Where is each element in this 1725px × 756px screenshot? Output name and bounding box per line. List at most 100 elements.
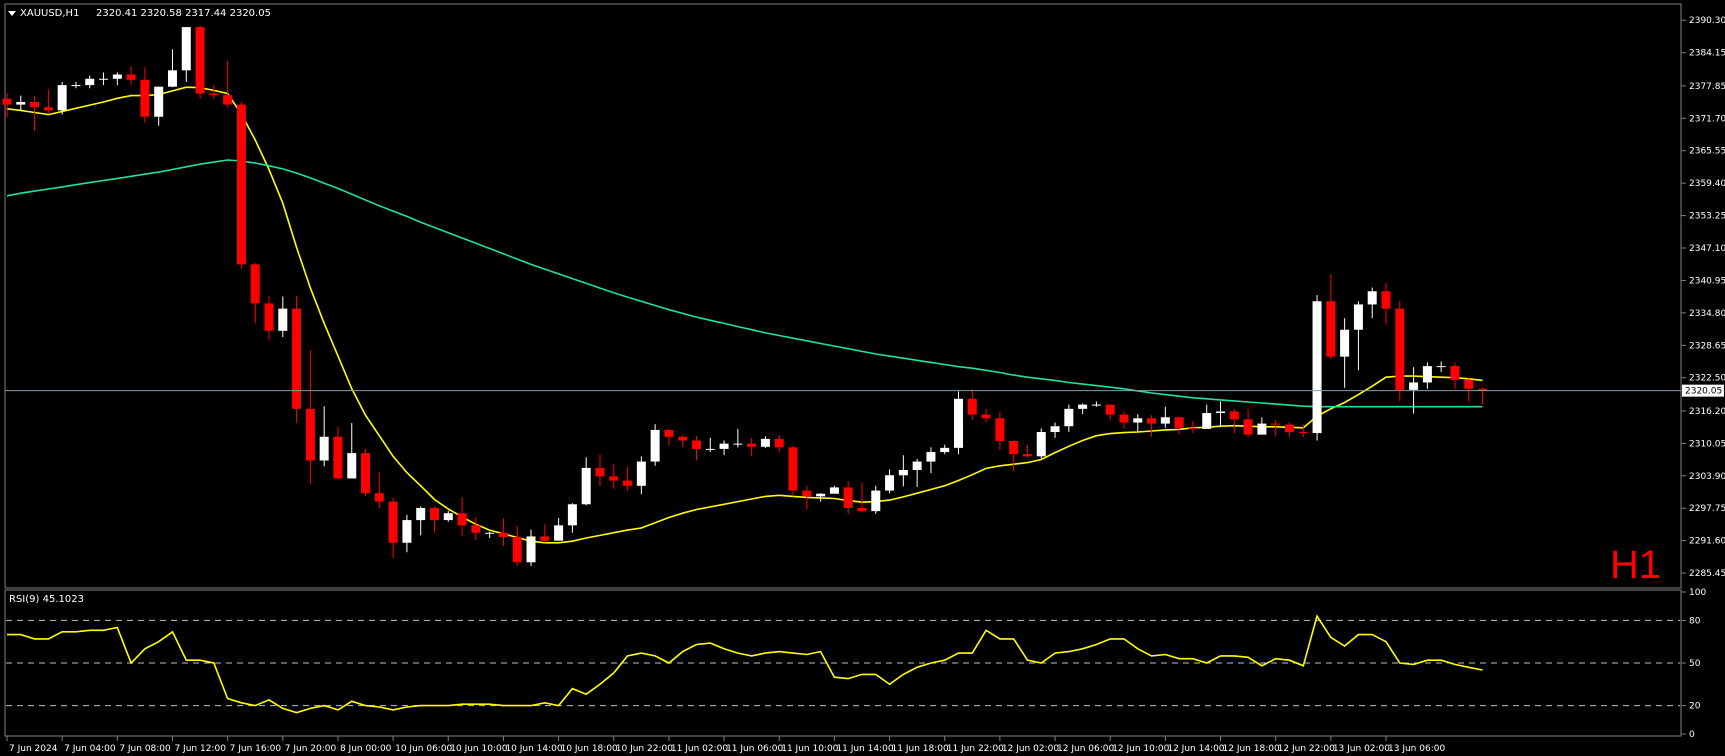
time-tick-label: 11 Jun 14:00 [836,744,893,754]
candle-body [278,308,288,331]
candle-body [1478,388,1488,391]
time-tick-label: 12 Jun 02:00 [1002,744,1059,754]
price-tick-label: 2359.40 [1689,179,1725,189]
candle-body [498,532,508,537]
bear-candle [1381,283,1391,325]
candle-body [85,78,95,86]
candle-body [1422,366,1432,383]
candle-body [250,264,260,304]
candle-body [926,452,936,462]
bear-candle [374,472,384,508]
candle-body [126,74,136,80]
candle-body [319,436,329,461]
candle-body [843,487,853,508]
candle-body [1091,404,1101,406]
candle-body [333,436,343,479]
candle-body [760,438,770,447]
bull-candle [940,444,950,455]
bull-candle [1257,417,1267,435]
bull-candle [954,391,964,455]
bear-candle [1119,411,1129,429]
bull-candle [347,423,357,479]
moving-averages [6,86,1483,544]
candle-body [1216,411,1226,414]
candle-body [402,520,412,543]
time-tick-label: 7 Jun 2024 [9,744,58,754]
bear-candle [388,497,398,559]
bear-candle [981,408,991,423]
candle-body [871,490,881,512]
time-tick-label: 11 Jun 02:00 [671,744,728,754]
bull-candle [485,531,495,539]
bull-candle [1436,361,1446,372]
bull-candle [1036,428,1046,459]
candle-body [829,487,839,494]
candle-body [719,443,729,449]
rsi-title: RSI(9) 45.1023 [9,594,84,605]
candle-body [223,95,233,105]
candle-body [99,78,109,80]
candle-body [1436,366,1446,368]
rsi-plot [6,614,1680,714]
bear-candle [609,464,619,489]
bear-candle [498,518,508,546]
candle-body [195,27,205,94]
price-tick-label: 2322.50 [1689,374,1725,384]
candle-body [264,303,274,331]
bear-candle [1284,422,1294,437]
bull-candle [898,455,908,487]
time-tick-label: 11 Jun 06:00 [726,744,783,754]
rsi-tick-label: 0 [1689,730,1695,740]
bear-candle [1022,444,1032,458]
time-tick-label: 13 Jun 06:00 [1388,744,1445,754]
candle-body [609,476,619,481]
chart-ohlc: 2320.41 2320.58 2317.44 2320.05 [96,8,271,19]
candle-body [388,501,398,543]
price-tick-label: 2353.25 [1689,212,1725,222]
price-tick-label: 2303.90 [1689,472,1725,482]
candle-body [1464,379,1474,389]
bear-candle [692,436,701,461]
price-tick-label: 2334.80 [1689,309,1725,319]
bear-candle [250,262,260,324]
price-tick-label: 2377.85 [1689,82,1725,92]
candle-body [1050,426,1060,433]
price-tick-label: 2297.75 [1689,504,1725,514]
bear-candle [264,296,274,340]
bull-candle [816,493,826,502]
candle-body [692,440,701,449]
bear-candle [747,437,757,457]
bear-candle [1105,404,1115,421]
bull-candle [871,485,881,514]
price-tick-label: 2340.95 [1689,276,1725,286]
candle-body [429,507,439,521]
bear-candle [223,60,233,108]
bull-candle [167,49,177,88]
candle-body [554,525,564,541]
rsi-tick-label: 20 [1689,702,1701,712]
bull-candle [567,503,577,533]
candle-body [1105,404,1115,415]
time-tick-label: 7 Jun 20:00 [285,744,337,754]
bull-candle [1216,401,1226,428]
candle-body [1078,404,1088,409]
time-tick-label: 7 Jun 04:00 [64,744,116,754]
candle-body [1009,441,1019,455]
candle-body [1312,301,1322,434]
candle-body [636,461,646,486]
time-axis: 7 Jun 2024 7 Jun 04:00 7 Jun 08:00 7 Jun 12… [6,736,1445,754]
time-tick-label: 10 Jun 18:00 [561,744,618,754]
bear-candle [43,89,53,115]
candle-body [1367,291,1377,305]
bid-line-group: 2320.05 [5,384,1724,397]
price-tick-label: 2328.65 [1689,341,1725,351]
price-tick-label: 2390.30 [1689,16,1725,26]
candle-body [140,79,150,117]
bear-candle [1243,408,1253,437]
collapse-triangle-icon[interactable] [8,11,16,16]
candle-body [1271,423,1281,425]
bull-candle [16,95,26,111]
candle-body [1353,304,1363,330]
bear-candle [678,435,688,448]
